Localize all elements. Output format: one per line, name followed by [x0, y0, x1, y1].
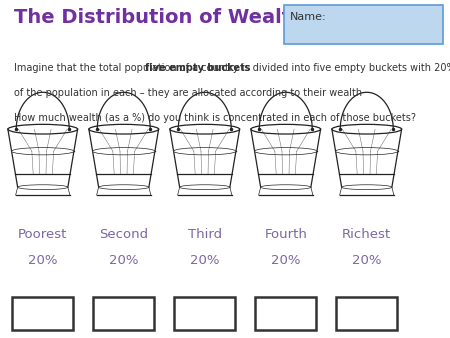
Text: Second: Second	[99, 228, 148, 241]
Text: Richest: Richest	[342, 228, 392, 241]
Ellipse shape	[251, 124, 320, 134]
Text: Poorest: Poorest	[18, 228, 68, 241]
FancyBboxPatch shape	[284, 5, 443, 44]
Text: of the population in each – they are allocated according to their wealth: of the population in each – they are all…	[14, 88, 362, 98]
Ellipse shape	[261, 185, 311, 190]
Text: 20%: 20%	[28, 254, 58, 266]
Ellipse shape	[8, 124, 77, 134]
Ellipse shape	[12, 148, 74, 155]
Ellipse shape	[170, 124, 239, 134]
Text: five empty buckets: five empty buckets	[145, 63, 251, 73]
Ellipse shape	[332, 124, 401, 134]
Bar	[256, 297, 316, 330]
Ellipse shape	[180, 185, 230, 190]
Ellipse shape	[336, 148, 398, 155]
Ellipse shape	[18, 185, 68, 190]
Text: 20%: 20%	[190, 254, 220, 266]
Bar	[12, 297, 73, 330]
Ellipse shape	[99, 185, 149, 190]
Text: 20%: 20%	[271, 254, 301, 266]
Text: 20%: 20%	[352, 254, 382, 266]
Ellipse shape	[342, 185, 392, 190]
Text: 20%: 20%	[109, 254, 139, 266]
Text: Name:: Name:	[290, 12, 327, 22]
Text: Third: Third	[188, 228, 222, 241]
Ellipse shape	[93, 148, 155, 155]
Ellipse shape	[174, 148, 236, 155]
Bar	[94, 297, 154, 330]
Text: Imagine that the total population of a country is divided into five empty bucket: Imagine that the total population of a c…	[14, 63, 450, 73]
Bar	[175, 297, 235, 330]
Ellipse shape	[255, 148, 317, 155]
Ellipse shape	[89, 124, 158, 134]
Bar	[337, 297, 397, 330]
Text: The Distribution of Wealth: The Distribution of Wealth	[14, 8, 305, 27]
Text: How much wealth (as a %) do you think is concentrated in each of those buckets?: How much wealth (as a %) do you think is…	[14, 113, 415, 123]
Text: Fourth: Fourth	[264, 228, 307, 241]
